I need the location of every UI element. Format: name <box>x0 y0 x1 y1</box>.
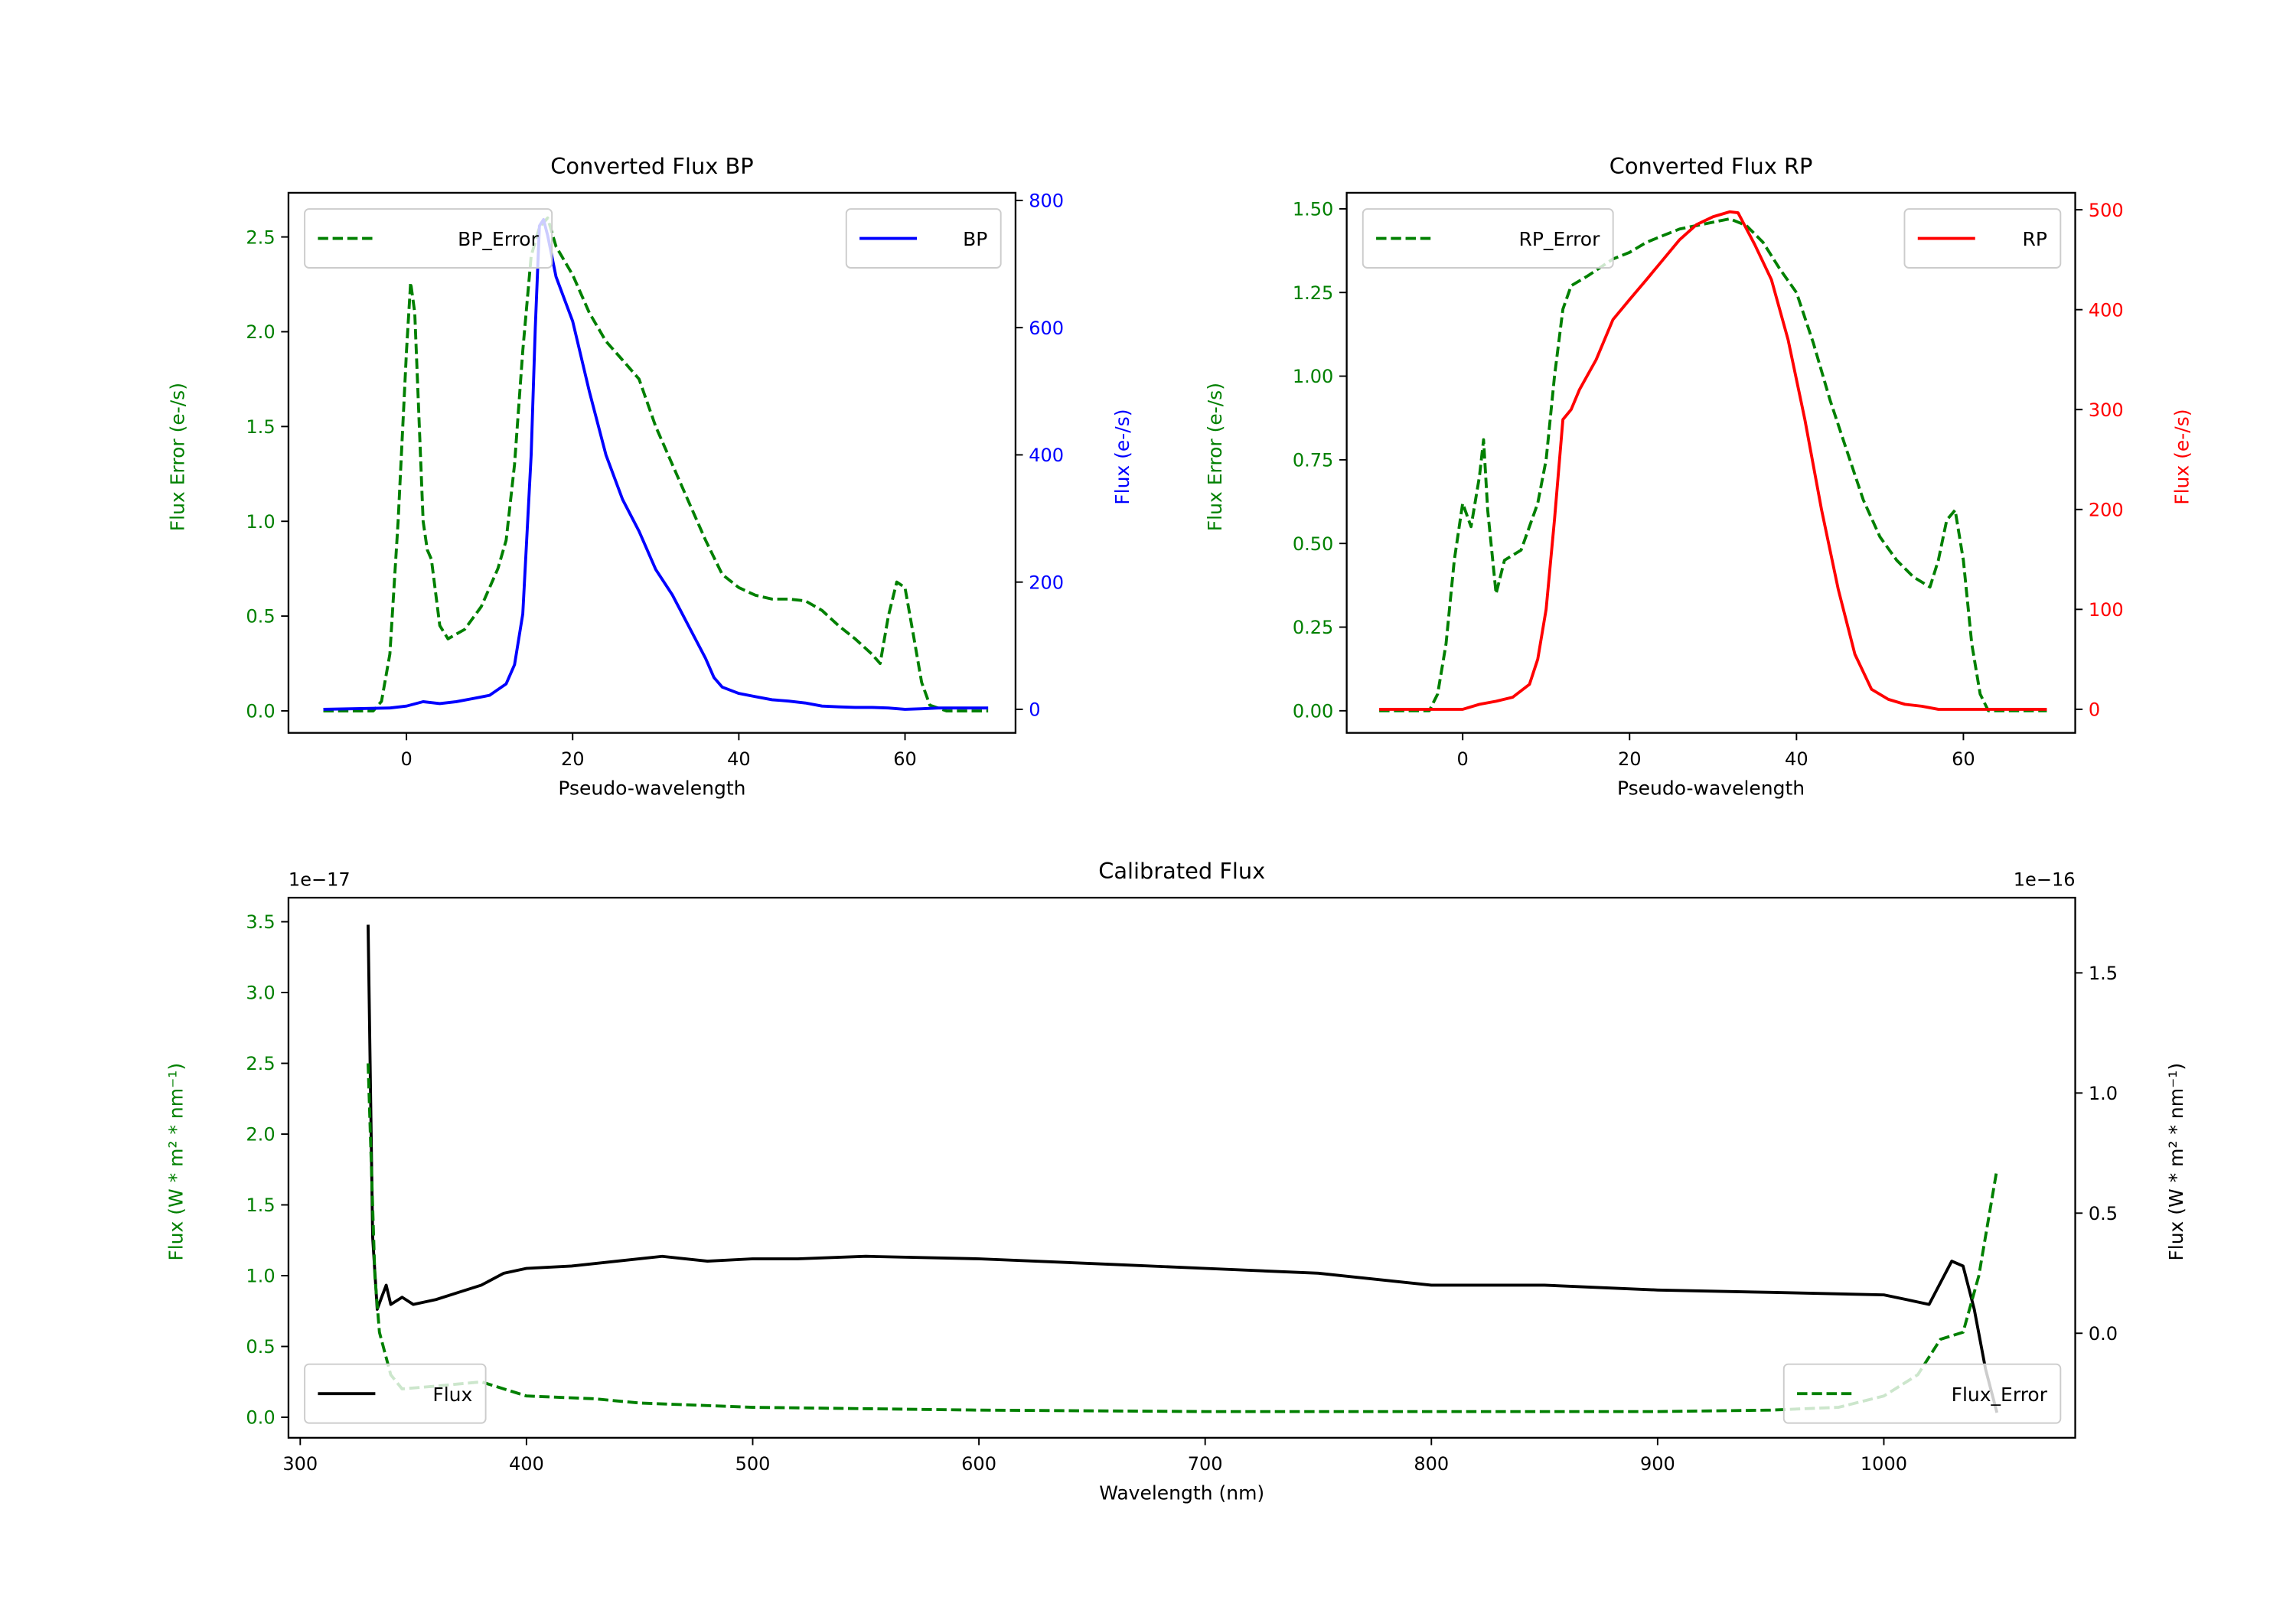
x-tick-label: 500 <box>735 1453 771 1475</box>
x-tick-label: 60 <box>1952 748 1975 770</box>
x-tick-label: 0 <box>400 748 412 770</box>
y-left-tick-label: 1.5 <box>246 1195 275 1216</box>
legend-label: Flux <box>432 1384 472 1406</box>
y-right-axis-label: Flux (e-/s) <box>2171 409 2193 504</box>
x-tick-label: 40 <box>727 748 751 770</box>
y-right-axis-label: Flux (W * m² * nm⁻¹) <box>2165 1063 2187 1261</box>
x-tick-label: 400 <box>509 1453 544 1475</box>
y-left-tick-label: 0.5 <box>246 606 275 627</box>
x-tick-label: 20 <box>1618 748 1642 770</box>
y-right-axis-label: Flux (e-/s) <box>1111 409 1133 504</box>
y-left-tick-label: 1.25 <box>1293 282 1333 304</box>
y-right-tick-label: 600 <box>1029 318 1064 339</box>
y-right-tick-label: 200 <box>2089 499 2124 520</box>
legend-label: BP <box>963 228 987 250</box>
y-left-tick-label: 1.50 <box>1293 199 1333 220</box>
x-axis-label: Pseudo-wavelength <box>1617 777 1805 799</box>
x-tick-label: 40 <box>1785 748 1808 770</box>
x-tick-label: 800 <box>1414 1453 1449 1475</box>
legend-label: RP <box>2023 228 2047 250</box>
y-left-axis-label: Flux Error (e-/s) <box>166 383 188 531</box>
chart-title: Calibrated Flux <box>1098 858 1265 884</box>
series-line-flux <box>367 924 1999 1413</box>
x-tick-label: 900 <box>1640 1453 1675 1475</box>
y-left-offset-text: 1e−17 <box>289 869 351 891</box>
x-tick-label: 20 <box>561 748 585 770</box>
y-right-tick-label: 400 <box>1029 445 1064 466</box>
y-left-tick-label: 0.75 <box>1293 450 1333 471</box>
y-right-tick-label: 0 <box>2089 699 2100 721</box>
legend-box <box>1362 208 1614 269</box>
legend-box <box>1903 208 2062 269</box>
y-left-tick-label: 1.5 <box>246 416 275 438</box>
y-left-tick-label: 3.0 <box>246 983 275 1004</box>
chart-0: 0 20 40 60 0.0 0.5 1.0 1.5 2.0 2.5 0 200 400 600 800 Co… <box>166 153 1133 800</box>
y-left-tick-label: 0.0 <box>246 1407 275 1429</box>
y-left-tick-label: 2.5 <box>246 227 275 248</box>
legend-label: RP_Error <box>1518 228 1600 250</box>
y-left-tick-label: 0.5 <box>246 1336 275 1358</box>
legend-label: BP_Error <box>458 228 539 250</box>
y-left-tick-label: 1.0 <box>246 511 275 533</box>
axes-frame <box>287 191 1017 734</box>
x-tick-label: 600 <box>961 1453 996 1475</box>
y-right-tick-label: 400 <box>2089 299 2124 321</box>
legend-bp: BP <box>845 208 1002 269</box>
axes-frame <box>287 896 2076 1439</box>
axes-frame <box>1345 191 2076 734</box>
y-right-tick-label: 0.0 <box>2089 1323 2118 1345</box>
x-tick-label: 60 <box>893 748 917 770</box>
legend-flux-error: Flux_Error <box>1782 1363 2062 1424</box>
y-right-tick-label: 100 <box>2089 599 2124 621</box>
legend-box <box>304 208 553 269</box>
legend-rp: RP <box>1903 208 2062 269</box>
x-axis-label: Pseudo-wavelength <box>558 777 745 799</box>
y-right-tick-label: 1.0 <box>2089 1083 2118 1104</box>
y-left-tick-label: 0.25 <box>1293 617 1333 638</box>
x-tick-label: 300 <box>282 1453 318 1475</box>
y-right-offset-text: 1e−16 <box>2014 869 2076 891</box>
series-line-bp <box>323 218 989 711</box>
y-right-tick-label: 1.5 <box>2089 963 2118 984</box>
chart-2: 300 400 500 600 700 800 900 1000 0.0 0.5 1.0 1.5 2.0… <box>165 858 2187 1504</box>
legend-label: Flux_Error <box>1952 1384 2048 1406</box>
chart-title: Converted Flux BP <box>550 153 753 179</box>
y-right-tick-label: 300 <box>2089 399 2124 421</box>
y-left-tick-label: 0.0 <box>246 701 275 722</box>
legend-bp-error: BP_Error <box>304 208 553 269</box>
y-left-tick-label: 2.5 <box>246 1053 275 1074</box>
y-left-tick-label: 1.00 <box>1293 366 1333 387</box>
y-left-tick-label: 2.0 <box>246 1124 275 1146</box>
y-right-tick-label: 800 <box>1029 191 1064 212</box>
x-tick-label: 1000 <box>1861 1453 1907 1475</box>
legend-rp-error: RP_Error <box>1362 208 1614 269</box>
y-left-tick-label: 2.0 <box>246 321 275 343</box>
x-axis-label: Wavelength (nm) <box>1099 1482 1264 1504</box>
legend-box <box>1782 1363 2062 1424</box>
y-left-tick-label: 3.5 <box>246 911 275 933</box>
y-right-tick-label: 500 <box>2089 200 2124 221</box>
y-left-tick-label: 1.0 <box>246 1266 275 1287</box>
series-line-rp-error <box>1379 217 2047 712</box>
y-right-tick-label: 0.5 <box>2089 1203 2118 1224</box>
legend-box <box>304 1363 487 1424</box>
y-right-tick-label: 200 <box>1029 572 1064 593</box>
legend-flux: Flux <box>304 1363 487 1424</box>
y-left-tick-label: 0.00 <box>1293 700 1333 722</box>
x-tick-label: 0 <box>1457 748 1469 770</box>
chart-1: 0 20 40 60 0.00 0.25 0.50 0.75 1.00 1.25 1.50 0 100 2… <box>1204 153 2193 800</box>
series-line-bp-error <box>323 216 989 712</box>
y-right-tick-label: 0 <box>1029 699 1040 721</box>
y-left-axis-label: Flux Error (e-/s) <box>1204 383 1226 531</box>
x-tick-label: 700 <box>1188 1453 1223 1475</box>
y-left-tick-label: 0.50 <box>1293 533 1333 555</box>
series-line-rp <box>1379 210 2047 711</box>
y-left-axis-label: Flux (W * m² * nm⁻¹) <box>165 1063 187 1261</box>
chart-title: Converted Flux RP <box>1609 153 1813 179</box>
legend-box <box>845 208 1002 269</box>
